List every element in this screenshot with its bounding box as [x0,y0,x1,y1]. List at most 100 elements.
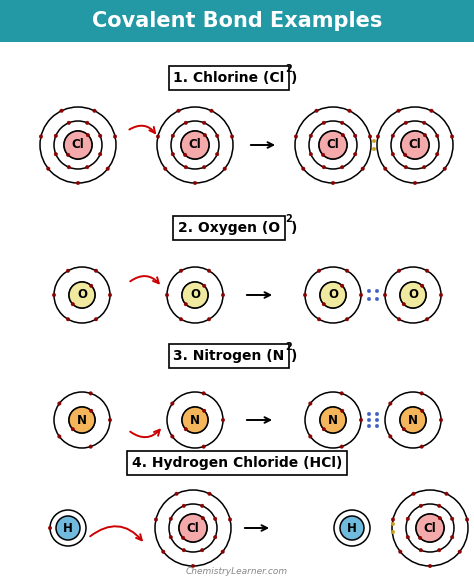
Circle shape [66,269,70,272]
Circle shape [406,517,410,521]
Circle shape [94,317,98,321]
Circle shape [52,293,56,297]
Circle shape [207,317,211,321]
Circle shape [66,153,70,157]
Text: O: O [328,288,338,302]
Circle shape [156,135,160,138]
Circle shape [361,167,365,171]
Circle shape [99,134,102,138]
Circle shape [58,402,61,405]
Circle shape [184,428,188,431]
Text: O: O [408,288,418,302]
Circle shape [99,153,102,156]
Circle shape [436,134,439,138]
Text: Cl: Cl [424,521,437,535]
Circle shape [309,134,312,138]
Circle shape [201,516,205,520]
Circle shape [89,445,92,449]
Circle shape [58,435,61,438]
Circle shape [402,428,406,431]
Text: 2: 2 [285,342,292,352]
Circle shape [391,134,394,138]
Circle shape [450,135,454,138]
Circle shape [182,407,208,433]
Circle shape [423,134,427,137]
Circle shape [375,424,379,428]
Circle shape [438,504,441,507]
Circle shape [56,516,80,540]
Circle shape [419,549,422,552]
Circle shape [439,418,443,422]
Circle shape [191,564,195,568]
Circle shape [165,293,169,297]
Circle shape [67,121,71,125]
Circle shape [425,269,429,272]
Circle shape [181,131,209,159]
Text: 2. Oxygen (O: 2. Oxygen (O [178,221,280,235]
Circle shape [71,428,74,431]
Circle shape [94,269,98,272]
Circle shape [391,153,394,156]
Text: Cl: Cl [327,139,339,151]
Text: O: O [190,288,200,302]
Text: N: N [77,413,87,427]
Circle shape [108,293,112,297]
Text: Cl: Cl [409,139,421,151]
Circle shape [315,109,318,113]
Circle shape [210,109,213,113]
Circle shape [340,409,344,413]
Circle shape [182,536,185,540]
Text: 2: 2 [285,214,292,224]
Circle shape [401,131,429,159]
Circle shape [162,550,165,554]
Circle shape [422,165,426,169]
Circle shape [184,121,188,125]
Circle shape [340,284,344,288]
Circle shape [85,121,89,125]
Circle shape [340,165,344,169]
Circle shape [48,526,52,530]
Circle shape [428,564,432,568]
Circle shape [85,165,89,169]
Circle shape [340,392,343,395]
Circle shape [375,289,379,292]
Circle shape [54,134,57,138]
Circle shape [450,517,454,521]
Circle shape [221,293,225,297]
Circle shape [412,492,415,495]
Circle shape [230,135,234,138]
Circle shape [321,153,325,157]
Circle shape [319,131,347,159]
Circle shape [400,407,426,433]
Circle shape [438,516,442,520]
Circle shape [422,121,426,125]
Circle shape [67,165,71,169]
Circle shape [54,153,57,156]
Circle shape [171,402,174,405]
Circle shape [182,282,208,308]
Text: 2: 2 [285,64,292,74]
Circle shape [375,412,379,416]
Circle shape [438,549,441,552]
Circle shape [294,135,298,138]
Circle shape [436,153,439,156]
Circle shape [397,109,400,113]
Circle shape [416,514,444,542]
Circle shape [184,302,188,306]
Text: ): ) [291,221,297,235]
Text: ): ) [291,349,297,363]
Circle shape [93,109,96,113]
Circle shape [303,293,307,297]
Circle shape [443,167,447,171]
Circle shape [345,317,349,321]
Circle shape [202,445,205,449]
Circle shape [322,428,326,431]
Circle shape [309,435,312,438]
Circle shape [202,165,206,169]
Text: 3. Nitrogen (N: 3. Nitrogen (N [173,349,284,363]
Circle shape [69,282,95,308]
Circle shape [404,121,408,125]
Circle shape [171,435,174,438]
Circle shape [179,514,207,542]
Circle shape [106,167,109,171]
